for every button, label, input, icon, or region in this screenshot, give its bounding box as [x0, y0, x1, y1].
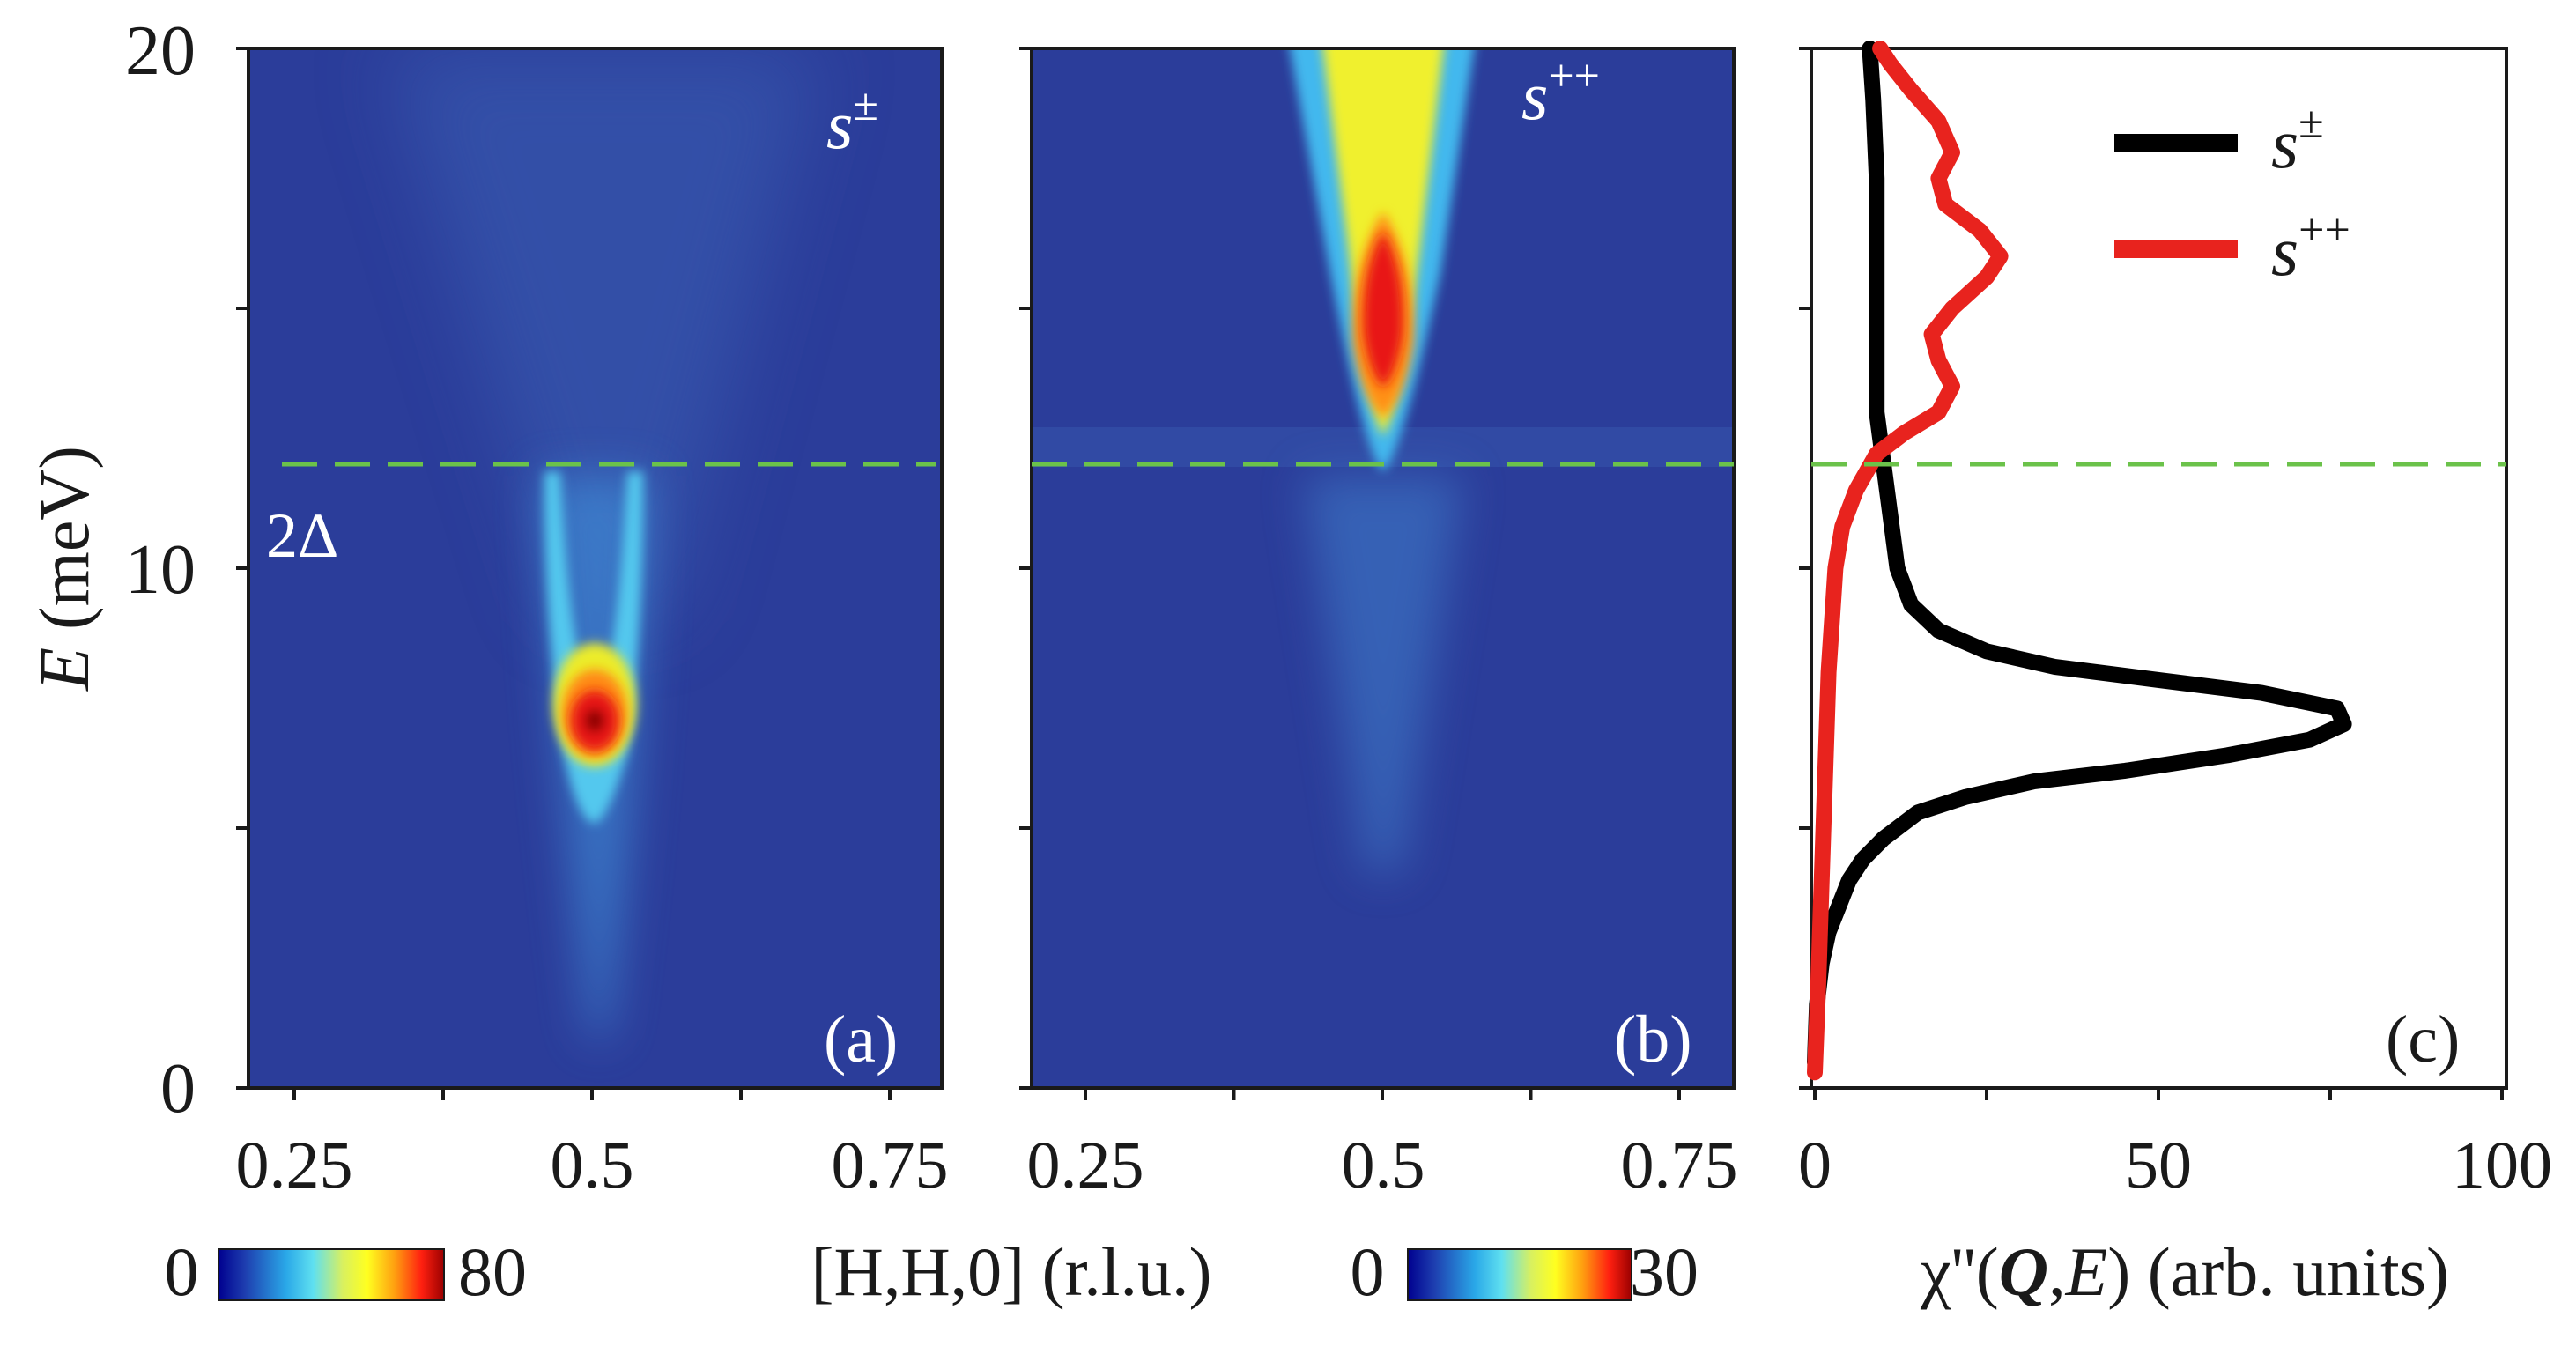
- x-axis-label-c: χ''(Q,E) (arb. units): [1920, 1233, 2449, 1310]
- gap-label: 2Δ: [266, 500, 338, 571]
- panel-a-label: (a): [824, 1003, 898, 1077]
- panel-a-symmetry-label: s±: [826, 80, 878, 163]
- b-x-tick-0.75: 0.75: [1621, 1128, 1738, 1202]
- panel-c-frame: [1810, 47, 2508, 1090]
- colorbar-b-min: 0: [1351, 1233, 1385, 1310]
- panel-c-label: (c): [2386, 1003, 2460, 1077]
- series-s-pp-line: [1807, 41, 2009, 1081]
- legend-label-s-pp: s++: [2271, 205, 2350, 291]
- c-x-tick-0: 0: [1798, 1128, 1832, 1202]
- panel-b-fan-red: [1363, 231, 1403, 388]
- colorbar-a: 0 80: [165, 1233, 528, 1310]
- c-x-tick-50: 50: [2125, 1128, 2192, 1202]
- panel-b: [1030, 47, 1736, 1090]
- panel-a: [247, 47, 944, 1090]
- panel-a-resonance-core: [586, 710, 603, 731]
- panel-c: [1807, 41, 2508, 1090]
- c-x-tick-100: 100: [2452, 1128, 2552, 1202]
- x-axis-label-ab: [H,H,0] (r.l.u.): [811, 1233, 1212, 1310]
- panel-a-upper-fan: [388, 48, 819, 617]
- legend: s± s++: [2114, 98, 2350, 291]
- panel-b-symmetry-label: s++: [1521, 51, 1600, 134]
- colorbar-a-gradient: [218, 1248, 445, 1301]
- legend-label-s-pm: s±: [2271, 98, 2324, 183]
- series-s-pm-line: [1807, 41, 2352, 1070]
- a-x-tick-0.25: 0.25: [236, 1128, 353, 1202]
- b-x-tick-0.5: 0.5: [1342, 1128, 1425, 1202]
- colorbar-b-max: 30: [1630, 1233, 1699, 1310]
- colorbar-b-gradient: [1407, 1248, 1632, 1301]
- panel-b-label: (b): [1614, 1003, 1692, 1077]
- y-tick-label-10: 10: [125, 531, 196, 609]
- a-x-tick-0.5: 0.5: [551, 1128, 634, 1202]
- panel-b-lower-cone: [1304, 476, 1462, 872]
- colorbar-a-min: 0: [165, 1233, 199, 1310]
- y-tick-label-0: 0: [160, 1050, 196, 1128]
- y-axis-label: E (meV): [26, 446, 104, 692]
- b-x-tick-0.25: 0.25: [1027, 1128, 1144, 1202]
- y-tick-label-20: 20: [125, 12, 196, 90]
- colorbar-a-max: 80: [458, 1233, 527, 1310]
- colorbar-b: 0 30: [1351, 1233, 1699, 1310]
- axis-ticks: [236, 47, 2504, 1100]
- a-x-tick-0.75: 0.75: [832, 1128, 949, 1202]
